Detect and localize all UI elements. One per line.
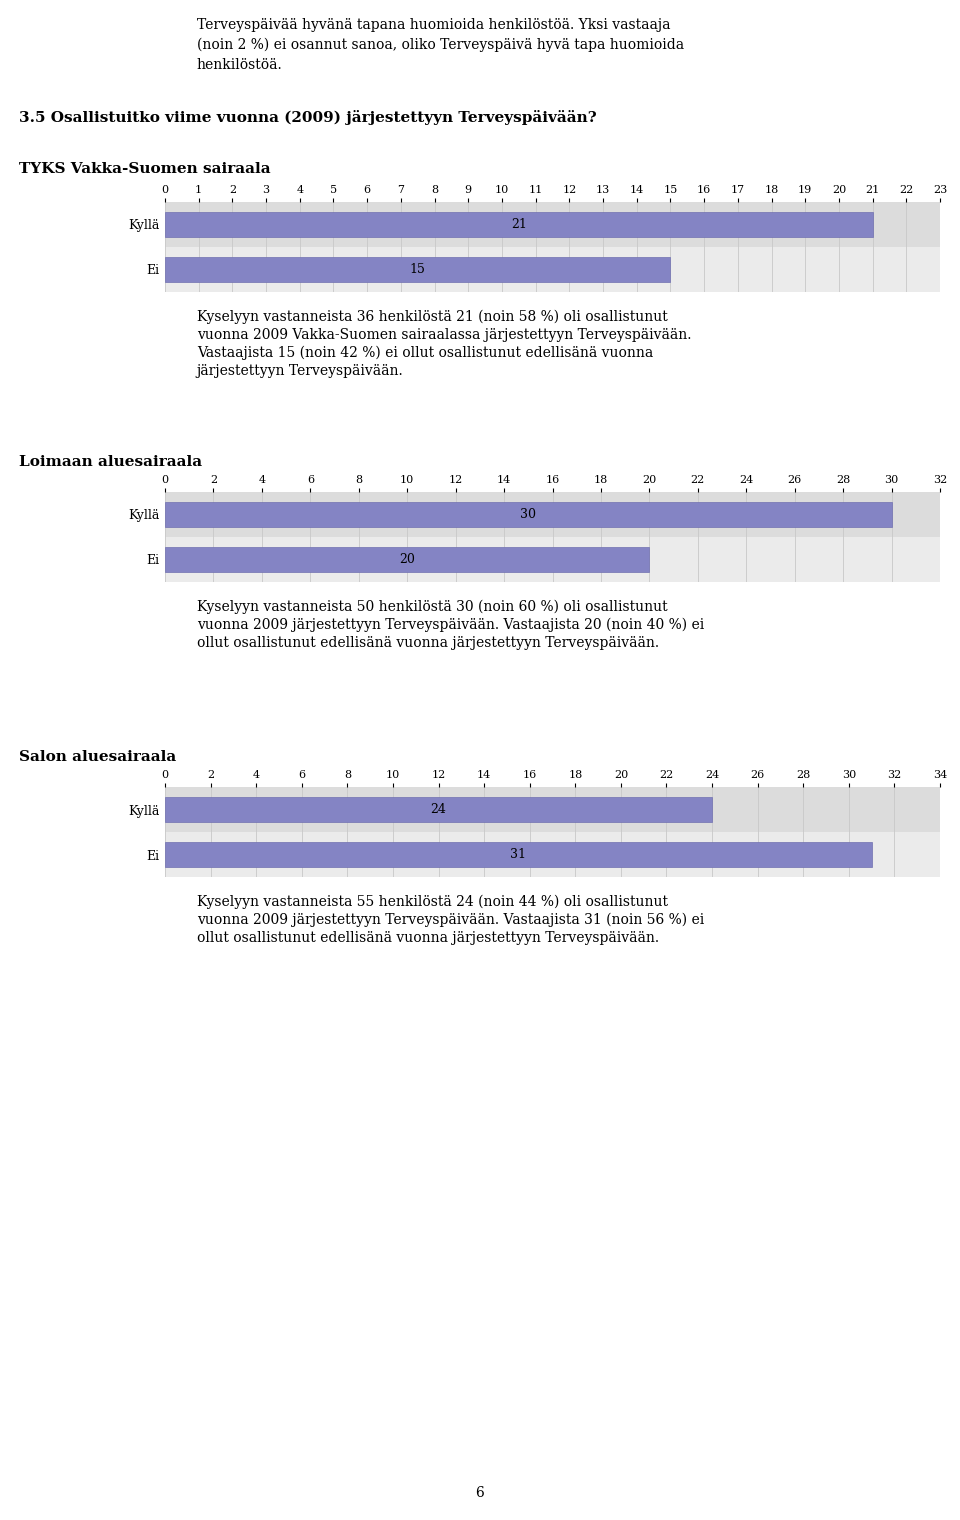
Text: ollut osallistunut edellisänä vuonna järjestettyyn Terveyspäivään.: ollut osallistunut edellisänä vuonna jär… [197,930,659,945]
Text: Loimaan aluesairaala: Loimaan aluesairaala [19,454,203,470]
Bar [165,842,872,866]
Text: vuonna 2009 Vakka-Suomen sairaalassa järjestettyyn Terveyspäivään.: vuonna 2009 Vakka-Suomen sairaalassa jär… [197,328,691,342]
Text: vuonna 2009 järjestettyyn Terveyspäivään. Vastaajista 20 (noin 40 %) ei: vuonna 2009 järjestettyyn Terveyspäivään… [197,619,704,632]
Text: Kyselyyn vastanneista 55 henkilöstä 24 (noin 44 %) oli osallistunut: Kyselyyn vastanneista 55 henkilöstä 24 (… [197,895,668,909]
Text: Vastaajista 15 (noin 42 %) ei ollut osallistunut edellisänä vuonna: Vastaajista 15 (noin 42 %) ei ollut osal… [197,347,653,360]
Text: TYKS Vakka-Suomen sairaala: TYKS Vakka-Suomen sairaala [19,163,271,176]
Text: Kyselyyn vastanneista 50 henkilöstä 30 (noin 60 %) oli osallistunut: Kyselyyn vastanneista 50 henkilöstä 30 (… [197,600,667,614]
Bar [165,257,670,281]
Bar [165,796,712,822]
Text: järjestettyyn Terveyspäivään.: järjestettyyn Terveyspäivään. [197,363,403,378]
Bar [165,787,940,831]
Text: (noin 2 %) ei osannut sanoa, oliko Terveyspäivä hyvä tapa huomioida: (noin 2 %) ei osannut sanoa, oliko Terve… [197,38,684,52]
Text: henkilöstöä.: henkilöstöä. [197,58,282,71]
Bar [165,492,940,537]
Bar [165,547,649,572]
Bar [165,213,873,237]
Bar [165,202,940,246]
Text: 15: 15 [410,263,425,277]
Text: 20: 20 [399,553,415,565]
Text: Terveyspäivää hyvänä tapana huomioida henkilöstöä. Yksi vastaaja: Terveyspäivää hyvänä tapana huomioida he… [197,18,670,32]
Text: ollut osallistunut edellisänä vuonna järjestettyyn Terveyspäivään.: ollut osallistunut edellisänä vuonna jär… [197,635,659,651]
Text: 21: 21 [511,217,527,231]
Bar [165,246,940,292]
Bar [165,502,892,527]
Text: 31: 31 [511,848,526,860]
Bar [165,831,940,877]
Text: 24: 24 [431,803,446,816]
Text: vuonna 2009 järjestettyyn Terveyspäivään. Vastaajista 31 (noin 56 %) ei: vuonna 2009 järjestettyyn Terveyspäivään… [197,914,704,927]
Text: Salon aluesairaala: Salon aluesairaala [19,749,177,765]
Text: 6: 6 [475,1487,485,1500]
Text: Kyselyyn vastanneista 36 henkilöstä 21 (noin 58 %) oli osallistunut: Kyselyyn vastanneista 36 henkilöstä 21 (… [197,310,667,324]
Text: 30: 30 [520,508,537,521]
Text: 3.5 Osallistuitko viime vuonna (2009) järjestettyyn Terveyspäivään?: 3.5 Osallistuitko viime vuonna (2009) jä… [19,109,597,125]
Bar [165,537,940,582]
